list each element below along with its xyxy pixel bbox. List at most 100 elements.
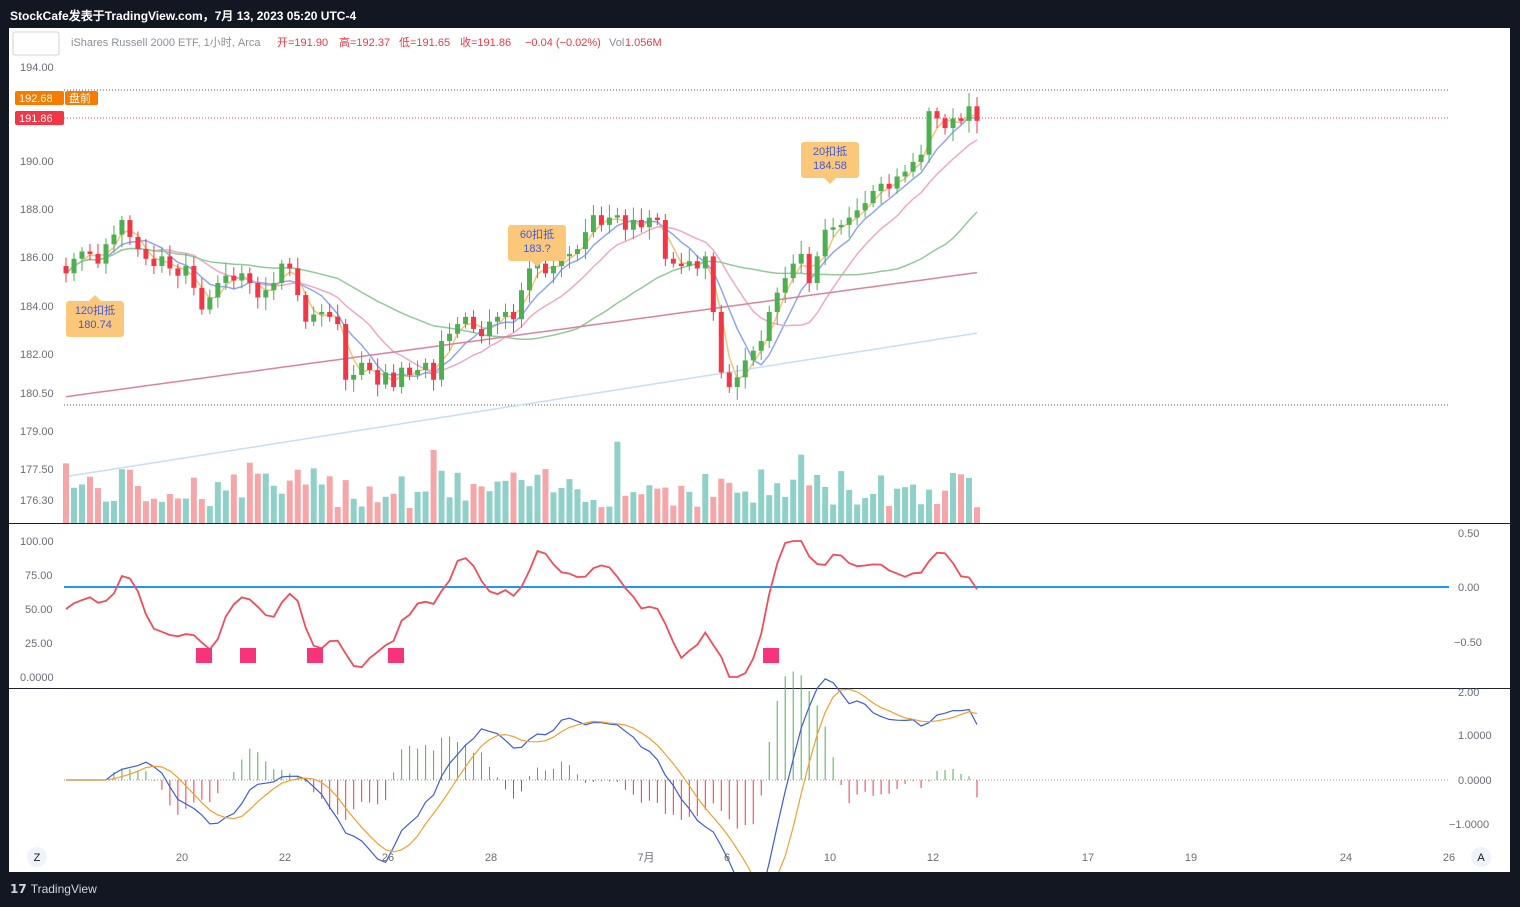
candle-body xyxy=(375,370,381,385)
candle-body xyxy=(335,316,341,325)
ma-120-line xyxy=(65,271,978,398)
price-tick: 194.00 xyxy=(20,62,54,74)
volume-bar xyxy=(942,490,949,523)
premarket-label-badge xyxy=(65,91,98,105)
oscillator xyxy=(65,540,978,678)
chart-area[interactable]: iShares Russell 2000 ETF, 1小时, Arca 开=19… xyxy=(9,28,1510,905)
candle-body xyxy=(942,118,948,129)
price-tick: 184.00 xyxy=(20,301,54,313)
volume-bar xyxy=(878,475,885,523)
candle-body xyxy=(111,234,117,245)
volume-bar xyxy=(358,506,365,523)
volume-bar xyxy=(918,504,925,523)
volume-bar xyxy=(710,496,717,523)
volume-bar xyxy=(494,481,501,523)
candle-body xyxy=(878,183,884,191)
time-tick: 19 xyxy=(1185,852,1197,864)
candle-body xyxy=(678,263,684,267)
candle-body xyxy=(231,275,237,281)
candle-body xyxy=(215,282,221,298)
candle-body xyxy=(319,312,325,315)
osc-tick: 0.0000 xyxy=(20,672,54,684)
volume-bar xyxy=(94,488,101,523)
osc-line xyxy=(65,540,978,678)
macd-tick: 2.00 xyxy=(1458,687,1479,699)
volume-bars xyxy=(63,441,980,523)
volume-bar xyxy=(70,487,77,523)
volume-bar xyxy=(854,504,861,523)
candle-body xyxy=(239,273,245,281)
candle-body xyxy=(167,256,173,269)
volume-bar xyxy=(838,471,845,523)
candle-body xyxy=(710,256,716,312)
volume-bar xyxy=(726,482,733,523)
candle-body xyxy=(247,273,253,283)
auto-scale-button[interactable]: A xyxy=(1471,847,1491,867)
osc-tick: 25.00 xyxy=(25,638,53,650)
volume-bar xyxy=(894,488,901,523)
candle-body xyxy=(646,217,652,228)
signal-marker xyxy=(763,648,779,663)
symbol-logo-box[interactable] xyxy=(12,31,60,56)
price-tick: 190.00 xyxy=(20,156,54,168)
candle-body xyxy=(359,362,365,375)
volume-bar xyxy=(214,482,221,523)
volume-bar xyxy=(670,505,677,523)
volume-bar xyxy=(790,479,797,523)
time-tick: 7月 xyxy=(637,852,654,864)
candle-body xyxy=(934,111,940,119)
candle-body xyxy=(407,367,413,375)
volume-bar xyxy=(694,506,701,523)
callout-title: 120扣抵 xyxy=(75,303,115,317)
price-axis[interactable]: 194.00 190.00 188.00 186.00 184.00 182.0… xyxy=(20,62,54,507)
osc-axis-right[interactable]: 0.50 0.00 −0.50 xyxy=(1454,528,1482,649)
volume-bar xyxy=(542,469,549,523)
zoom-button[interactable]: Z xyxy=(27,847,47,867)
candle-body xyxy=(918,154,924,162)
callout-value: 183.? xyxy=(523,243,551,255)
candle-body xyxy=(127,220,133,237)
volume-bar xyxy=(222,490,229,523)
publish-title: StockCafe发表于TradingView.com，7月 13, 2023 … xyxy=(10,9,357,23)
candle-body xyxy=(263,290,269,298)
auto-scale-label: A xyxy=(1477,852,1485,864)
macd-tick: 0.0000 xyxy=(1458,775,1492,787)
candle-body xyxy=(95,253,101,264)
volume-bar xyxy=(678,485,685,523)
candle-body xyxy=(383,372,389,385)
tradingview-logo[interactable]: 17 TradingView xyxy=(10,882,97,896)
volume-bar xyxy=(454,472,461,523)
volume-bar xyxy=(630,492,637,523)
candle-body xyxy=(558,256,564,267)
time-axis[interactable]: 20 22 26 28 7月 6 10 12 17 19 24 26 xyxy=(176,852,1455,864)
legend-change: −0.04 (−0.02%) xyxy=(525,37,601,49)
macd-axis[interactable]: 2.00 1.0000 0.0000 −1.0000 xyxy=(1449,687,1492,831)
volume-bar xyxy=(438,470,445,523)
macd-tick: −1.0000 xyxy=(1449,819,1489,831)
macd-line xyxy=(66,678,978,905)
volume-bar xyxy=(374,502,381,523)
volume-bar xyxy=(134,485,141,523)
candle-body xyxy=(566,253,572,257)
time-tick: 6 xyxy=(724,852,730,864)
chart-canvas[interactable]: iShares Russell 2000 ETF, 1小时, Arca 开=19… xyxy=(9,28,1510,905)
candle-body xyxy=(63,266,69,274)
volume-bar xyxy=(286,480,293,523)
candle-body xyxy=(487,321,493,337)
candle-body xyxy=(391,372,397,388)
volume-bar xyxy=(486,491,493,523)
last-price-badge xyxy=(15,111,64,125)
candle-body xyxy=(311,314,317,322)
zoom-button-label: Z xyxy=(34,852,41,864)
osc-axis-left[interactable]: 100.00 75.00 50.00 25.00 0.0000 xyxy=(20,536,54,684)
candle-body xyxy=(606,217,612,225)
candle-body xyxy=(742,360,748,378)
candle-body xyxy=(718,312,724,373)
volume-bar xyxy=(446,497,453,523)
candle-body xyxy=(870,191,876,204)
candle-body xyxy=(119,220,125,235)
volume-bar xyxy=(174,498,181,523)
candle-body xyxy=(159,256,165,267)
candle-body xyxy=(463,316,469,325)
candle-body xyxy=(838,224,844,228)
